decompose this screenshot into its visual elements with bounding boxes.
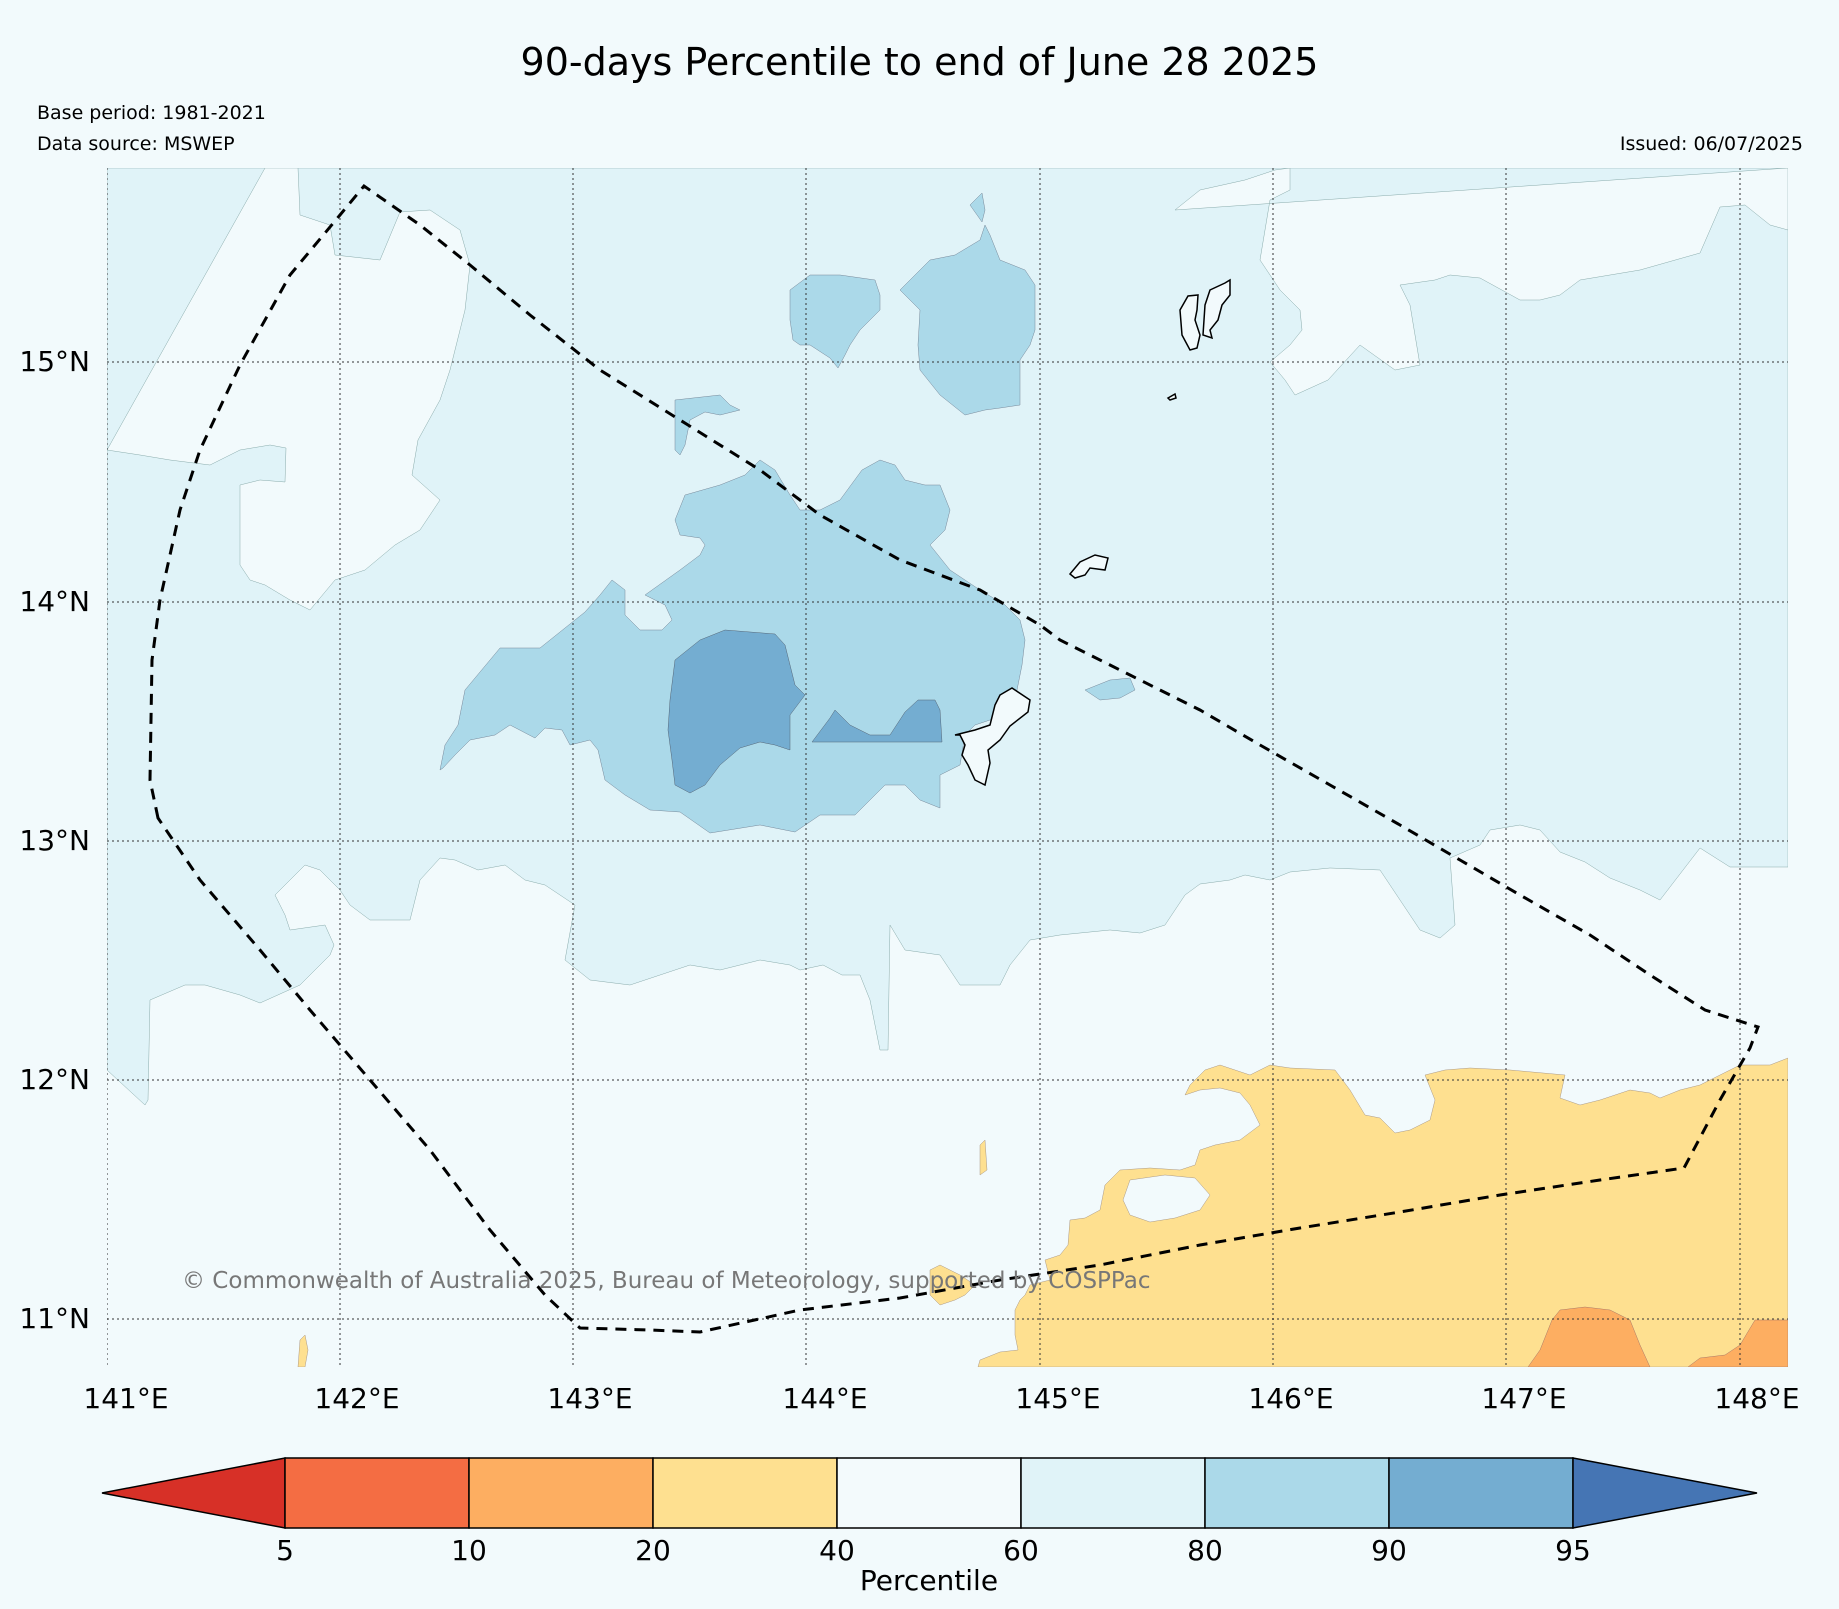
lon-tick-label: 141°E xyxy=(83,1382,168,1415)
region-20-40-small-a xyxy=(929,1264,976,1306)
colorbar-segment xyxy=(468,1457,654,1529)
colorbar-extend-low xyxy=(101,1457,286,1529)
colorbar-tick-label: 10 xyxy=(451,1534,487,1567)
lon-tick-label: 147°E xyxy=(1481,1382,1566,1415)
region-20-40 xyxy=(977,1057,1788,1367)
colorbar-ticks: 5 10 20 40 60 80 90 95 xyxy=(276,1534,1591,1567)
colorbar-tick-label: 5 xyxy=(276,1534,294,1567)
lon-tick-label: 145°E xyxy=(1015,1382,1100,1415)
island-rota xyxy=(1068,554,1109,579)
colorbar-label: Percentile xyxy=(860,1564,998,1597)
base-period: Base period: 1981-2021 xyxy=(37,102,266,124)
region-80-90-small-c xyxy=(969,192,986,223)
issued-date: Issued: 06/07/2025 xyxy=(1619,133,1803,155)
lon-tick-label: 143°E xyxy=(547,1382,632,1415)
lat-tick-label: 15°N xyxy=(19,345,90,378)
eez-boundary xyxy=(148,183,1760,1334)
lat-tick-label: 13°N xyxy=(19,824,90,857)
region-80-90-north xyxy=(899,224,1036,416)
colorbar-tick-label: 40 xyxy=(819,1534,855,1567)
region-80-90-north-b xyxy=(789,274,881,369)
lat-tick-label: 12°N xyxy=(19,1063,90,1096)
island-tinian xyxy=(1202,278,1231,340)
island-aguijan xyxy=(1166,392,1177,401)
region-20-40-hole xyxy=(1122,1174,1211,1223)
colorbar-extend-high xyxy=(1572,1457,1758,1529)
region-20-40-small-c xyxy=(297,1334,309,1367)
lat-tick-labels: 15°N 14°N 13°N 12°N 11°N xyxy=(19,345,90,1335)
map-gridlines xyxy=(107,168,1788,1367)
region-80-90-small-a xyxy=(674,394,741,456)
colorbar-segment xyxy=(652,1457,838,1529)
colorbar-segment xyxy=(836,1457,1022,1529)
colorbar-segment xyxy=(1020,1457,1206,1529)
lon-tick-label: 142°E xyxy=(314,1382,399,1415)
region-90-95-core xyxy=(667,629,806,794)
colorbar-tick-label: 95 xyxy=(1555,1534,1591,1567)
region-10-20-a xyxy=(1527,1306,1651,1367)
region-20-40-small-b xyxy=(979,1139,988,1176)
island-guam xyxy=(954,687,1031,787)
region-10-20-b xyxy=(1687,1319,1788,1367)
lon-tick-label: 144°E xyxy=(782,1382,867,1415)
lon-tick-label: 146°E xyxy=(1248,1382,1333,1415)
colorbar-tick-label: 20 xyxy=(635,1534,671,1567)
lat-tick-label: 11°N xyxy=(19,1302,90,1335)
lon-tick-labels: 141°E 142°E 143°E 144°E 145°E 146°E 147°… xyxy=(83,1382,1799,1415)
colorbar-segment xyxy=(1204,1457,1390,1529)
colorbar-tick-label: 60 xyxy=(1003,1534,1039,1567)
lat-tick-label: 14°N xyxy=(19,585,90,618)
colorbar-tick-label: 80 xyxy=(1187,1534,1223,1567)
map-title: 90-days Percentile to end of June 28 202… xyxy=(520,40,1319,84)
colorbar xyxy=(101,1457,1758,1529)
island-saipan xyxy=(1179,294,1201,351)
map-plot-area: © Commonwealth of Australia 2025, Bureau… xyxy=(107,168,1788,1367)
colorbar-segment xyxy=(284,1457,470,1529)
region-80-90-small-b xyxy=(1084,677,1136,701)
region-90-95-east xyxy=(811,699,943,743)
data-source: Data source: MSWEP xyxy=(37,133,235,155)
copyright-text: © Commonwealth of Australia 2025, Bureau… xyxy=(182,1268,1151,1294)
colorbar-tick-label: 90 xyxy=(1371,1534,1407,1567)
colorbar-segment xyxy=(1388,1457,1574,1529)
lon-tick-label: 148°E xyxy=(1714,1382,1799,1415)
region-40-60-hole-nw xyxy=(107,168,471,611)
